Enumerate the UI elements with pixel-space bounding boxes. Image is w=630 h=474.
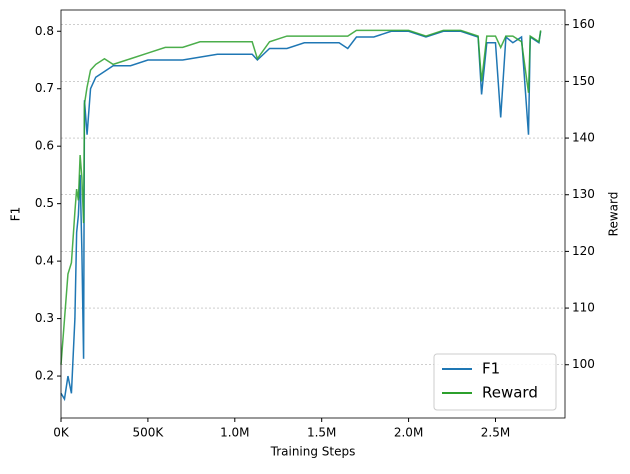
y-tick-label: 0.8 [35,24,54,38]
y2-tick-label: 160 [572,17,595,31]
y-tick-label: 0.6 [35,139,54,153]
x-axis-label: Training Steps [270,445,356,459]
data-line [60,29,542,365]
plot-frame [60,9,566,419]
legend-label: Reward [482,384,538,402]
legend: F1 Reward [433,353,557,411]
y2-tick-label: 120 [572,244,595,258]
y-axis-label: F1 [9,207,23,222]
x-tick-label: 2.0M [394,426,423,440]
y2-tick-label: 100 [572,357,595,371]
y2-tick-label: 140 [572,131,595,145]
y-tick-label: 0.2 [35,369,54,383]
x-tick-label: 0K [53,426,70,440]
y2-axis-label: Reward [607,192,621,237]
x-tick-label: 2.5M [481,426,510,440]
x-tick-label: 1.5M [307,426,336,440]
y-tick-label: 0.7 [35,81,54,95]
y2-tick-label: 130 [572,187,595,201]
data-line [60,30,542,402]
y2-tick-label: 150 [572,74,595,88]
x-tick-label: 1.0M [220,426,249,440]
legend-label: F1 [482,360,500,378]
y-tick-label: 0.5 [35,196,54,210]
y2-tick-label: 110 [572,301,595,315]
y-tick-label: 0.4 [35,254,54,268]
x-tick-label: 500K [133,426,165,440]
y-tick-label: 0.3 [35,311,54,325]
